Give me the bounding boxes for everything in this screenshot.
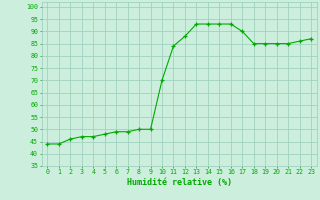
X-axis label: Humidité relative (%): Humidité relative (%) (127, 178, 232, 187)
